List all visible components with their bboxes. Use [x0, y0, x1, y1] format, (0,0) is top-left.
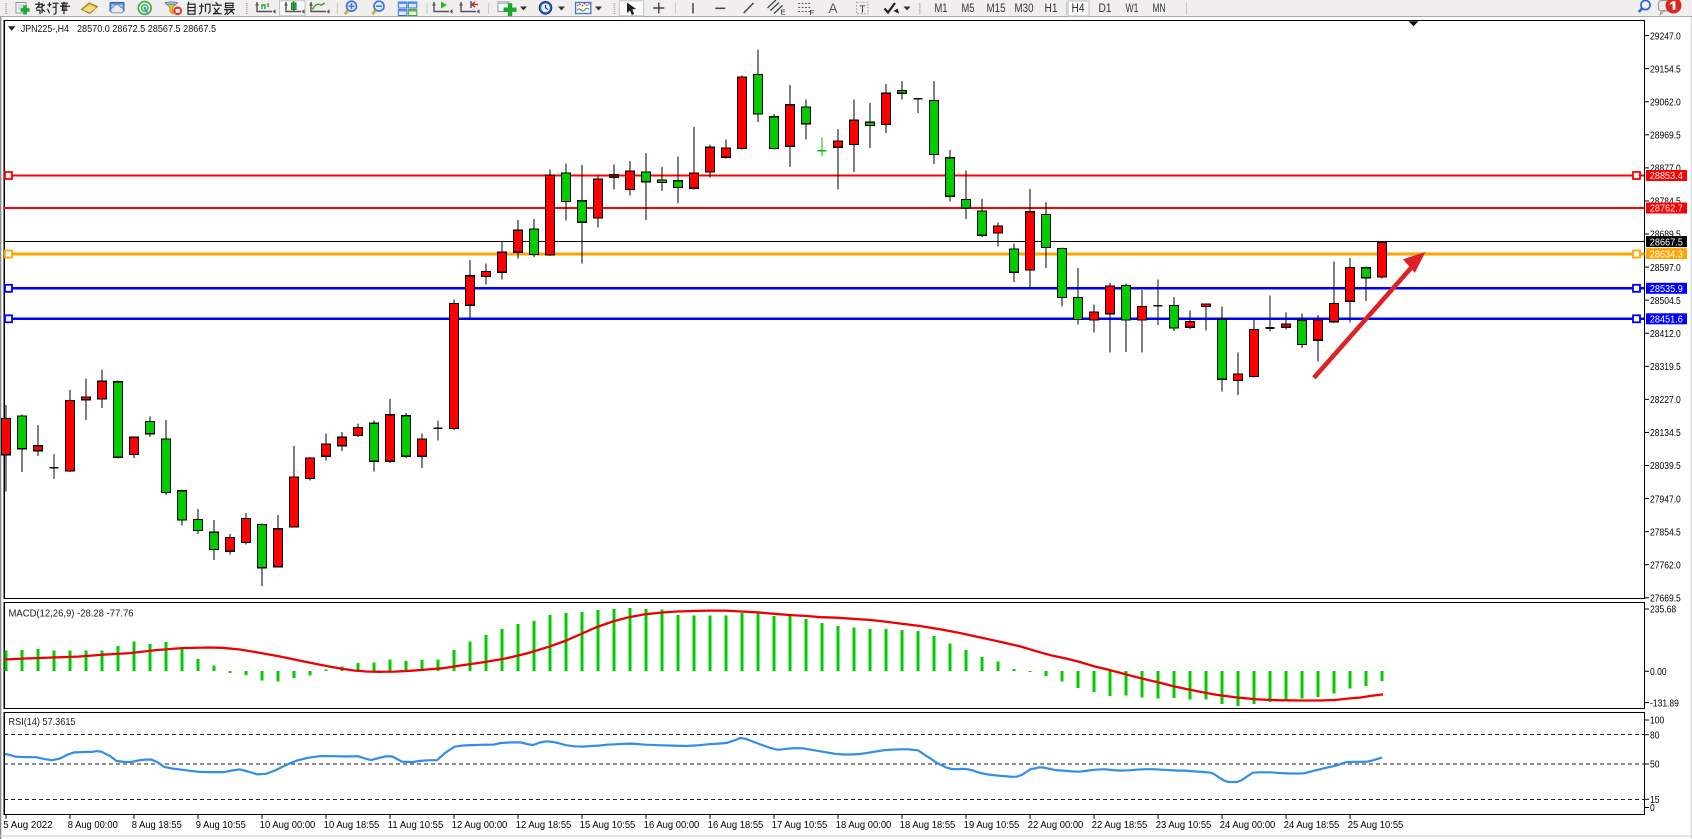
svg-text:28570.0 28672.5 28567.5 28667.: 28570.0 28672.5 28567.5 28667.5	[77, 23, 216, 35]
svg-text:100: 100	[1650, 715, 1664, 727]
svg-text:M30: M30	[1015, 3, 1034, 15]
svg-text:28853.4: 28853.4	[1650, 170, 1683, 182]
svg-text:80: 80	[1650, 729, 1660, 741]
svg-text:27669.5: 27669.5	[1650, 592, 1681, 604]
svg-text:23 Aug 10:55: 23 Aug 10:55	[1156, 819, 1212, 831]
svg-text:17 Aug 10:55: 17 Aug 10:55	[772, 819, 828, 831]
svg-text:28134.5: 28134.5	[1650, 427, 1681, 439]
svg-text:A: A	[829, 1, 838, 16]
svg-text:28412.0: 28412.0	[1650, 328, 1681, 340]
svg-text:RSI(14) 57.3615: RSI(14) 57.3615	[9, 716, 76, 728]
svg-text:8 Aug 00:00: 8 Aug 00:00	[68, 819, 118, 831]
svg-text:F: F	[810, 8, 815, 17]
svg-text:19 Aug 10:55: 19 Aug 10:55	[964, 819, 1020, 831]
svg-text:28667.5: 28667.5	[1650, 236, 1683, 248]
svg-text:28039.5: 28039.5	[1650, 460, 1681, 472]
svg-text:29062.0: 29062.0	[1650, 96, 1681, 108]
svg-text:27762.0: 27762.0	[1650, 559, 1681, 571]
svg-text:18 Aug 18:55: 18 Aug 18:55	[900, 819, 956, 831]
svg-text:8 Aug 18:55: 8 Aug 18:55	[132, 819, 182, 831]
svg-text:50: 50	[1650, 759, 1660, 771]
svg-text:15: 15	[1650, 794, 1660, 806]
svg-text:0: 0	[1650, 802, 1655, 814]
svg-text:29247.0: 29247.0	[1650, 30, 1681, 42]
svg-text:29154.5: 29154.5	[1650, 63, 1681, 75]
svg-text:18 Aug 00:00: 18 Aug 00:00	[836, 819, 892, 831]
svg-text:15 Aug 10:55: 15 Aug 10:55	[580, 819, 636, 831]
svg-text:22 Aug 18:55: 22 Aug 18:55	[1092, 819, 1148, 831]
svg-text:28535.9: 28535.9	[1650, 283, 1683, 295]
svg-text:9 Aug 10:55: 9 Aug 10:55	[196, 819, 246, 831]
svg-text:28504.5: 28504.5	[1650, 295, 1681, 307]
svg-text:-131.89: -131.89	[1650, 697, 1679, 709]
svg-text:H4: H4	[1072, 3, 1086, 15]
svg-text:T: T	[859, 3, 866, 15]
svg-text:M5: M5	[962, 3, 975, 15]
svg-text:28634.3: 28634.3	[1650, 248, 1683, 260]
svg-text:5 Aug 2022: 5 Aug 2022	[3, 819, 53, 831]
svg-text:27947.0: 27947.0	[1650, 493, 1681, 505]
svg-text:MN: MN	[1153, 3, 1166, 15]
svg-text:22 Aug 00:00: 22 Aug 00:00	[1028, 819, 1084, 831]
svg-text:28227.0: 28227.0	[1650, 394, 1681, 406]
svg-text:28969.5: 28969.5	[1650, 130, 1681, 142]
svg-text:10 Aug 18:55: 10 Aug 18:55	[324, 819, 380, 831]
svg-text:0.00: 0.00	[1650, 666, 1667, 678]
svg-text:25 Aug 10:55: 25 Aug 10:55	[1348, 819, 1404, 831]
svg-text:235.68: 235.68	[1650, 604, 1676, 616]
svg-text:12 Aug 00:00: 12 Aug 00:00	[452, 819, 508, 831]
svg-text:16 Aug 00:00: 16 Aug 00:00	[644, 819, 700, 831]
svg-text:E: E	[781, 8, 786, 17]
svg-text:11 Aug 10:55: 11 Aug 10:55	[388, 819, 444, 831]
svg-text:W1: W1	[1126, 3, 1139, 15]
svg-text:MACD(12,26,9) -28.28 -77.76: MACD(12,26,9) -28.28 -77.76	[9, 608, 134, 620]
svg-text:28319.5: 28319.5	[1650, 361, 1681, 373]
svg-text:M1: M1	[935, 3, 948, 15]
svg-text:28451.6: 28451.6	[1650, 314, 1683, 326]
svg-text:27854.5: 27854.5	[1650, 526, 1681, 538]
svg-text:28762.7: 28762.7	[1650, 203, 1683, 215]
svg-text:M15: M15	[987, 3, 1006, 15]
svg-text:H1: H1	[1045, 3, 1058, 15]
svg-text:10 Aug 00:00: 10 Aug 00:00	[260, 819, 316, 831]
svg-text:16 Aug 18:55: 16 Aug 18:55	[708, 819, 764, 831]
svg-text:12 Aug 18:55: 12 Aug 18:55	[516, 819, 572, 831]
svg-text:24 Aug 00:00: 24 Aug 00:00	[1220, 819, 1276, 831]
svg-text:JPN225-,H4: JPN225-,H4	[21, 23, 69, 35]
svg-text:D1: D1	[1099, 3, 1112, 15]
svg-text:24 Aug 18:55: 24 Aug 18:55	[1284, 819, 1340, 831]
svg-text:28597.0: 28597.0	[1650, 262, 1681, 274]
